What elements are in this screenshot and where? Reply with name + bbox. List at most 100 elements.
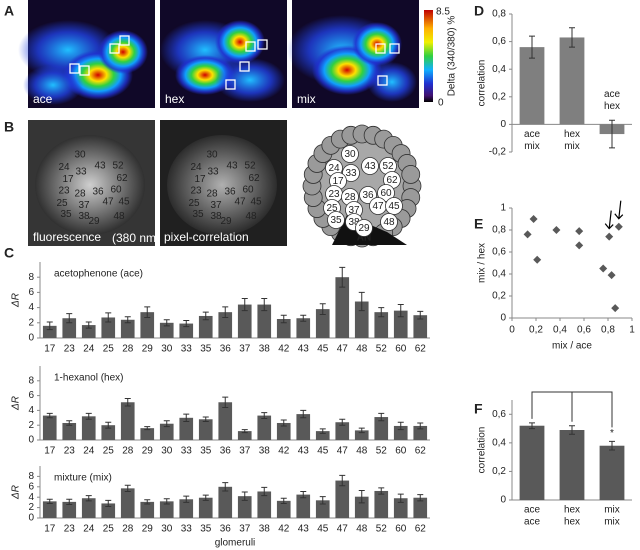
heat-blob: [215, 20, 265, 64]
error-bar: [280, 314, 287, 324]
glomerulus-number: 60: [242, 185, 254, 196]
y-tick-label: 6: [28, 390, 34, 401]
glomerulus: [377, 184, 395, 202]
error-bar: [358, 291, 365, 312]
x-tick-label: 23: [64, 344, 76, 355]
bar: [62, 422, 77, 440]
bar: [198, 497, 213, 518]
x-tick-label: 23: [64, 524, 76, 535]
error-bar: [202, 311, 209, 321]
glomerulus-number: 36: [224, 187, 236, 198]
x-tick-label: mix: [524, 141, 540, 152]
x-tick-label: 52: [376, 446, 388, 457]
x-tick-label: 45: [317, 524, 329, 535]
roi-square: [119, 35, 130, 46]
y-tick-label: 0,6: [492, 409, 506, 420]
bar: [374, 417, 389, 440]
glomerulus-number: 43: [94, 160, 106, 171]
point: [614, 222, 623, 231]
y-tick-label: 8: [28, 471, 34, 482]
y-tick-label: 6: [28, 287, 34, 298]
bar: [315, 431, 330, 440]
error-bar: [609, 440, 615, 451]
x-tick-label: 43: [298, 524, 310, 535]
glomerulus-number: 29: [358, 223, 370, 234]
glomerulus: [385, 197, 403, 215]
x-tick-label: 0,6: [577, 325, 591, 336]
bar: [218, 312, 233, 338]
roi-square: [225, 79, 236, 90]
glomerulus: [341, 145, 359, 163]
y-tick-label: 0: [500, 313, 506, 324]
bar: [42, 415, 57, 440]
colorbar-label: Delta (340/380) %: [447, 16, 458, 97]
error-bar: [183, 320, 190, 328]
glomerulus-number: 45: [250, 196, 262, 207]
error-bar: [241, 297, 248, 312]
image-label: hex: [165, 92, 184, 106]
error-bar: [300, 490, 307, 499]
point: [552, 226, 561, 234]
glomerulus: [380, 213, 398, 231]
glomerulus-number: 35: [192, 209, 204, 220]
bar: [120, 402, 135, 440]
glomerulus-number: 29: [220, 216, 232, 227]
x-tick-label: 36: [220, 344, 232, 355]
x-tick-label: mix: [604, 517, 620, 528]
significance-mark: *: [610, 428, 614, 439]
y-tick-label: 0,2: [492, 466, 506, 477]
x-tick-label: 25: [103, 446, 115, 457]
bar: [237, 304, 252, 338]
glomerulus-number: 25: [56, 198, 68, 209]
x-tick-label: ace: [604, 89, 621, 100]
panel-letter: F: [474, 401, 483, 417]
panel-letter: B: [4, 119, 14, 135]
bar: [42, 325, 57, 338]
roi-square: [245, 41, 256, 52]
glomerulus-number: 24: [58, 162, 70, 173]
bar: [276, 422, 291, 440]
point: [575, 241, 584, 250]
error-bar: [66, 498, 73, 505]
glomerulus-number: 33: [75, 167, 87, 178]
error-bar: [241, 429, 248, 434]
y-tick-label: 0,8: [492, 225, 506, 236]
glomerulus-number: 35: [330, 215, 342, 226]
x-tick-label: 47: [337, 524, 349, 535]
significance-bracket: [531, 391, 613, 428]
nerve-label: AN: [357, 233, 371, 244]
error-bar: [397, 493, 404, 503]
bar: [198, 419, 213, 440]
bar: [159, 501, 174, 518]
x-tick-label: 48: [356, 344, 368, 355]
x-tick-label: 48: [356, 524, 368, 535]
bar: [559, 37, 585, 125]
x-tick-label: 24: [83, 446, 95, 457]
glomerulus-number: 52: [382, 161, 394, 172]
micro-glow: [167, 135, 277, 235]
glomerulus-number: 62: [386, 175, 398, 186]
x-tick-label: hex: [564, 517, 580, 528]
x-tick-label: 35: [200, 344, 212, 355]
bar: [159, 423, 174, 440]
y-tick-label: 0,2: [492, 91, 506, 102]
glomerulus: [327, 211, 345, 229]
glomerulus-number: 30: [74, 150, 86, 161]
error-bar: [339, 474, 346, 487]
x-tick-label: 33: [181, 524, 193, 535]
glomerulus-number: 47: [372, 201, 384, 212]
error-bar: [105, 421, 112, 429]
x-tick-label: 42: [278, 344, 290, 355]
bar: [354, 301, 369, 338]
x-tick-label: 47: [337, 446, 349, 457]
heat-blob: [23, 65, 83, 105]
error-bar: [222, 482, 229, 492]
bar: [81, 416, 96, 440]
y-tick-label: 0,4: [492, 269, 506, 280]
glomerulus-number: 28: [74, 188, 86, 199]
y-axis-label: ΔR: [11, 485, 22, 500]
x-tick-label: 60: [395, 446, 407, 457]
x-tick-label: ace: [524, 129, 541, 140]
x-tick-label: 42: [278, 446, 290, 457]
bar: [335, 480, 350, 518]
